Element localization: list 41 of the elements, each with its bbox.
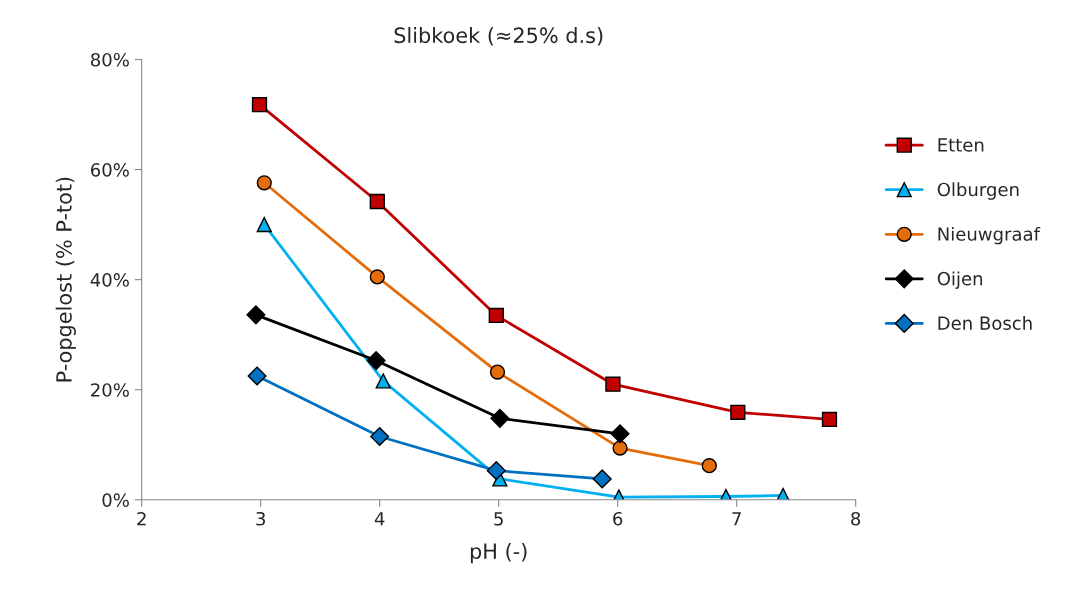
y-tick-label: 0% <box>102 493 129 507</box>
x-tick-label: 8 <box>851 511 861 526</box>
x-tick-label: 3 <box>256 511 265 526</box>
x-tick-label: 4 <box>374 512 385 526</box>
point <box>251 96 268 113</box>
legend-label: Nieuwgraaf <box>938 226 1041 245</box>
x-tick-label: 7 <box>732 512 741 526</box>
x-axis-title: pH (-) <box>470 542 527 564</box>
point <box>821 411 838 428</box>
point <box>605 376 621 392</box>
point <box>246 305 266 325</box>
y-tick-label: 60% <box>91 163 129 177</box>
x-tick-label: 5 <box>494 512 503 526</box>
point <box>730 404 746 420</box>
point <box>369 193 385 210</box>
point <box>370 426 390 447</box>
legend-label: Olburgen <box>937 182 1019 200</box>
y-tick-label: 20% <box>91 383 129 397</box>
point <box>256 216 272 233</box>
point <box>488 307 504 324</box>
point <box>592 469 612 489</box>
legend-label: Oijen <box>937 271 982 289</box>
point <box>610 424 630 444</box>
point <box>369 269 385 285</box>
point <box>489 364 506 380</box>
point <box>247 366 267 386</box>
y-tick-label: 40% <box>90 273 129 287</box>
x-tick-label: 2 <box>137 511 146 526</box>
point <box>256 175 272 191</box>
legend-label: Den Bosch <box>938 316 1032 330</box>
point <box>486 461 506 481</box>
chart-title: Slibkoek (≈25% d.s) <box>394 27 603 46</box>
x-tick-label: 6 <box>613 511 623 526</box>
point <box>490 408 510 428</box>
point <box>701 458 717 474</box>
y-axis-title: P-opgelost (% P-tot) <box>55 177 76 382</box>
legend-label: Etten <box>938 138 984 152</box>
point <box>375 373 391 389</box>
point <box>612 440 628 456</box>
y-tick-label: 80% <box>90 52 129 67</box>
point <box>366 351 386 371</box>
